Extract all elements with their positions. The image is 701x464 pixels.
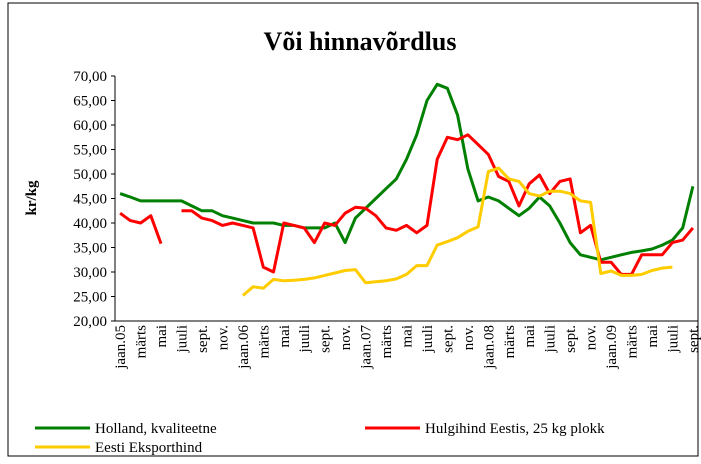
chart-title: Või hinnavõrdlus — [264, 27, 457, 56]
legend-label: Hulgihind Eestis, 25 kg plokk — [425, 421, 605, 437]
y-tick-label: 55,00 — [73, 143, 107, 159]
x-tick-label: nov. — [215, 325, 231, 350]
x-tick-label: mai — [522, 325, 538, 348]
y-tick-label: 65,00 — [73, 94, 107, 110]
y-tick-label: 35,00 — [73, 241, 107, 257]
y-tick-label: 50,00 — [73, 167, 107, 183]
y-tick-label: 70,00 — [73, 69, 107, 85]
x-tick-label: märts — [379, 325, 395, 358]
y-tick-label: 20,00 — [73, 314, 107, 330]
legend-label: Eesti Eksporthind — [95, 440, 203, 456]
x-tick-label: jaan.09 — [604, 325, 620, 370]
x-tick-label: nov. — [461, 325, 477, 350]
x-tick-label: jaan.07 — [359, 325, 375, 370]
x-tick-label: mai — [400, 325, 416, 348]
y-tick-label: 30,00 — [73, 265, 107, 281]
x-tick-label: mai — [154, 325, 170, 348]
x-tick-label: mai — [645, 325, 661, 348]
x-tick-label: jaan.08 — [481, 325, 497, 370]
line-series — [119, 133, 695, 276]
y-tick-label: 60,00 — [73, 118, 107, 134]
x-tick-label: märts — [502, 325, 518, 358]
y-tick-label: 40,00 — [73, 216, 107, 232]
x-tick-label: nov. — [584, 325, 600, 350]
y-tick-label: 25,00 — [73, 290, 107, 306]
x-tick-label: sept. — [318, 325, 334, 353]
x-tick-label: juuli — [665, 325, 681, 354]
x-tick-label: sept. — [440, 325, 456, 353]
legend-label: Holland, kvaliteetne — [95, 421, 217, 437]
x-tick-label: juuli — [174, 325, 190, 354]
y-axis-label: kr/kg — [24, 180, 40, 216]
x-tick-label: märts — [625, 325, 641, 358]
x-tick-label: jaan.06 — [236, 325, 252, 370]
x-tick-label: märts — [256, 325, 272, 358]
x-tick-label: sept. — [563, 325, 579, 353]
x-tick-label: jaan.05 — [113, 325, 129, 370]
x-tick-label: märts — [134, 325, 150, 358]
x-tick-label: juuli — [543, 325, 559, 354]
x-tick-label: sept. — [195, 325, 211, 353]
x-tick-label: juuli — [297, 325, 313, 354]
x-tick-label: mai — [277, 325, 293, 348]
y-tick-label: 45,00 — [73, 192, 107, 208]
x-tick-label: juuli — [420, 325, 436, 354]
x-tick-label: sept. — [686, 325, 701, 353]
x-tick-label: nov. — [338, 325, 354, 350]
line-series — [241, 166, 673, 297]
